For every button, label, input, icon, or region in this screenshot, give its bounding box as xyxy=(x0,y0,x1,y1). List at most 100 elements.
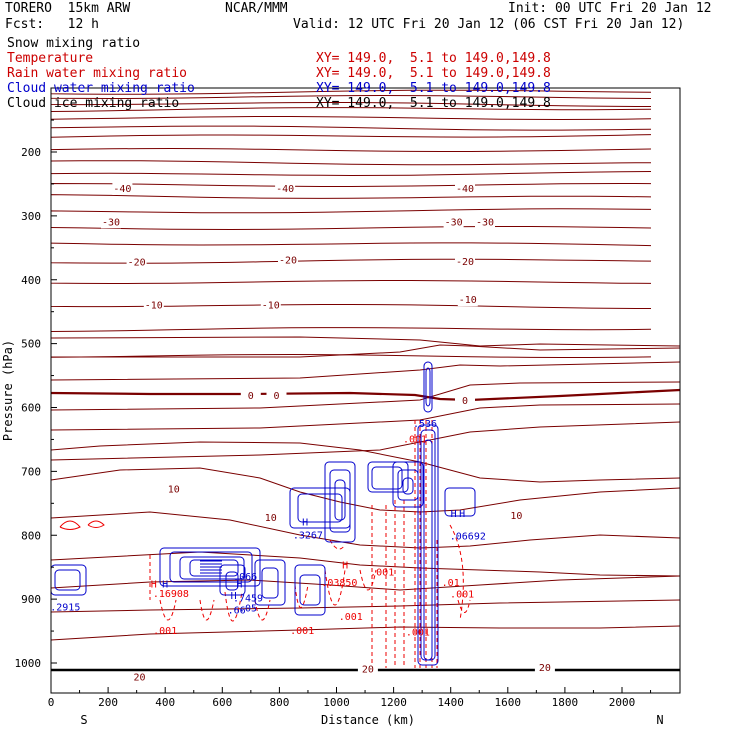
rain-label: .001 xyxy=(406,627,430,638)
cloud-contour xyxy=(254,559,286,606)
isotherm-line xyxy=(50,381,681,411)
isotherm-line xyxy=(50,280,652,285)
init-time: Init: 00 UTC Fri 20 Jan 12 xyxy=(508,1,712,16)
isotherm-line xyxy=(50,625,681,641)
isotherm-line xyxy=(50,102,652,107)
model-title: TORERO 15km ARW xyxy=(5,1,131,16)
rain-contour xyxy=(199,599,215,621)
rain-contour xyxy=(359,569,377,591)
y-tick-label: 400 xyxy=(21,274,41,287)
label-knockout xyxy=(101,216,121,229)
cloud-contour xyxy=(334,479,346,521)
label-knockout xyxy=(275,183,296,195)
cloud-label: .05 xyxy=(239,604,257,615)
cloud-contour xyxy=(367,461,409,493)
valid-time: Valid: 12 UTC Fri 20 Jan 12 (06 CST Fri … xyxy=(293,17,685,32)
temperature-isotherms xyxy=(50,89,681,672)
isotherm-line xyxy=(50,441,681,483)
isotherm-label: 0 xyxy=(462,396,468,407)
isotherm-line xyxy=(50,599,681,613)
x-tick-label: 1600 xyxy=(495,696,522,709)
cloud-label: .066 xyxy=(233,572,257,583)
field-xy-rain: XY= 149.0, 5.1 to 149.0,149.8 xyxy=(316,66,551,81)
rain-label: .03850 xyxy=(321,578,357,589)
rain-label: .001 xyxy=(370,567,394,578)
field-label-cloud-ice: Cloud ice mixing ratio xyxy=(7,96,180,111)
rain-label: .001 xyxy=(290,626,314,637)
field-xy-cloud-water: XY= 149.0, 5.1 to 149.0,149.8 xyxy=(316,81,551,96)
cloud-contour xyxy=(329,469,351,533)
cloud-contour xyxy=(371,466,403,490)
label-knockout xyxy=(475,216,495,229)
y-tick-label: 1000 xyxy=(15,657,42,670)
label-knockout xyxy=(278,254,298,267)
rain-contour xyxy=(87,520,105,528)
isotherm-line xyxy=(50,361,681,381)
field-label-cloud-water: Cloud water mixing ratio xyxy=(7,81,195,96)
isotherm-label: -20 xyxy=(279,256,297,267)
cloud-contour xyxy=(261,567,279,599)
rain-label: .001 xyxy=(339,612,363,623)
cloud-contour xyxy=(159,547,261,587)
field-label-rain: Rain water mixing ratio xyxy=(7,66,188,81)
cloud-contour xyxy=(54,569,81,591)
label-knockout xyxy=(506,510,527,523)
x-axis-title: Distance (km) xyxy=(321,713,415,727)
rain-contour xyxy=(324,569,346,606)
rain-label: .001 xyxy=(450,590,474,601)
rain-label: .01 xyxy=(442,578,460,589)
label-knockout xyxy=(260,512,281,524)
isotherm-label: -30 xyxy=(445,217,463,228)
field-label-snow: Snow mixing ratio xyxy=(7,36,141,51)
rain-contour xyxy=(254,599,271,621)
cloud-contour xyxy=(299,574,321,606)
y-tick-label: 800 xyxy=(21,529,41,542)
rain-contour xyxy=(294,584,309,608)
cloud-label: H xyxy=(162,579,168,590)
isotherm-label: 20 xyxy=(539,663,551,674)
isotherm-line xyxy=(50,226,652,231)
rain-contour xyxy=(159,599,177,621)
isotherm-line xyxy=(50,242,652,247)
cloud-label: .536 xyxy=(413,419,437,430)
label-knockout xyxy=(112,183,133,195)
field-label-temperature: Temperature xyxy=(7,51,94,66)
isotherm-label: -40 xyxy=(456,184,474,195)
x-tick-label: 1400 xyxy=(437,696,464,709)
isotherm-label: -40 xyxy=(276,184,294,195)
field-xy-cloud-ice: XY= 149.0, 5.1 to 149.0,149.8 xyxy=(316,96,551,111)
isotherm-line xyxy=(50,208,652,214)
rain-contour xyxy=(224,591,243,622)
isotherm-line xyxy=(50,171,652,177)
cloud-contour xyxy=(169,551,253,583)
isotherm-line xyxy=(51,344,681,358)
x-tick-label: 1000 xyxy=(323,696,350,709)
x-tick-label: 1200 xyxy=(380,696,407,709)
rain-label: H xyxy=(151,579,157,590)
isotherm-line xyxy=(50,403,681,431)
cloud-contour xyxy=(423,439,433,661)
isotherm-line xyxy=(50,125,652,131)
forecast-hour: Fcst: 12 h xyxy=(5,17,99,32)
isotherm-label: 10 xyxy=(168,484,180,495)
contour-labels: -40 -40 -40 -30 -30 -30 -20 -20 -20 -10 -10 -10 0 0 0 1… xyxy=(50,183,555,684)
label-knockout xyxy=(266,390,287,402)
label-knockout xyxy=(455,183,475,195)
isotherm-label: -40 xyxy=(113,184,131,195)
cloud-label: .3267 xyxy=(293,530,323,541)
rain-label: .001 xyxy=(153,626,177,637)
cloud-label: H xyxy=(451,509,457,520)
cloud-label: .7459 xyxy=(233,594,263,605)
label-knockout xyxy=(534,662,555,675)
isotherm-label: -10 xyxy=(145,300,163,311)
isotherm-label: -30 xyxy=(102,217,120,228)
cloud-contour xyxy=(179,556,245,580)
cloud-label: H xyxy=(236,579,242,590)
isotherm-line xyxy=(50,467,681,513)
rain-contour xyxy=(457,599,471,613)
x-tick-label: 400 xyxy=(155,696,175,709)
cloud-contour xyxy=(417,424,439,666)
isotherm-line xyxy=(50,304,652,309)
rain-contour xyxy=(59,520,81,530)
